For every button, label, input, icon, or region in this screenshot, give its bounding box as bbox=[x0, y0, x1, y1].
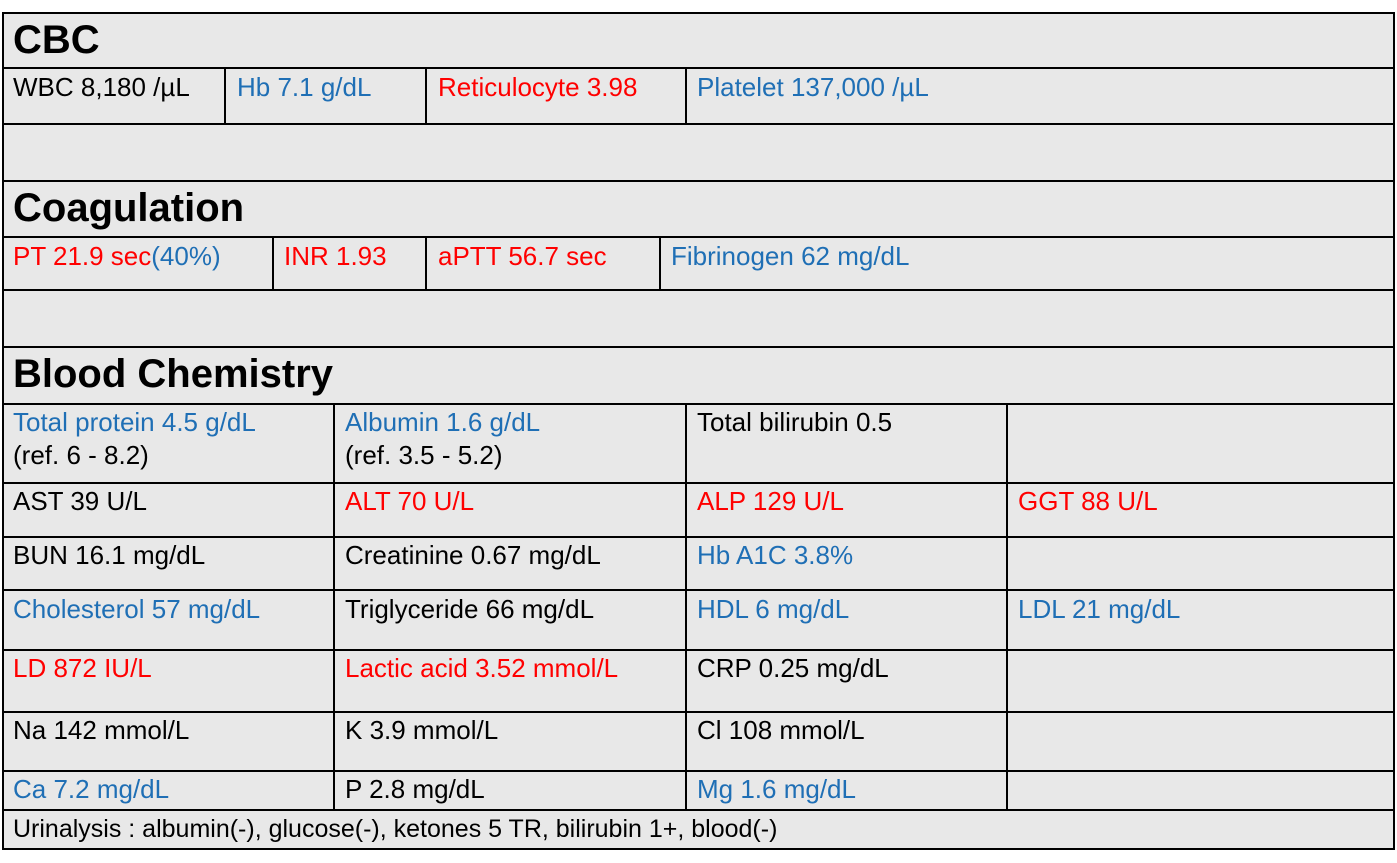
column-divider bbox=[272, 236, 274, 291]
triglyceride-value: Triglyceride 66 mg/dL bbox=[345, 594, 595, 624]
fibrinogen-value: Fibrinogen 62 mg/dL bbox=[671, 241, 910, 271]
total-protein-value: Total protein 4.5 g/dL bbox=[13, 407, 256, 437]
total-protein-ref: (ref. 6 - 8.2) bbox=[13, 440, 149, 470]
column-divider bbox=[659, 236, 661, 291]
bun-value: BUN 16.1 mg/dL bbox=[13, 540, 206, 570]
alp-value: ALP 129 U/L bbox=[697, 486, 844, 516]
column-divider bbox=[425, 236, 427, 291]
p-value: P 2.8 mg/dL bbox=[345, 774, 485, 804]
ldl-value: LDL 21 mg/dL bbox=[1018, 594, 1181, 624]
cholesterol-value: Cholesterol 57 mg/dL bbox=[13, 594, 261, 624]
albumin-cell: Albumin 1.6 g/dL (ref. 3.5 - 5.2) bbox=[345, 406, 540, 472]
albumin-value: Albumin 1.6 g/dL bbox=[345, 407, 541, 437]
row-divider bbox=[2, 589, 1395, 591]
na-value: Na 142 mmol/L bbox=[13, 715, 190, 745]
ast-value: AST 39 U/L bbox=[13, 486, 147, 516]
pt-percent: (40%) bbox=[151, 241, 221, 271]
row-divider bbox=[2, 67, 1395, 69]
platelet-value: Platelet 137,000 /µL bbox=[697, 72, 929, 102]
aptt-value: aPTT 56.7 sec bbox=[438, 241, 607, 271]
row-divider bbox=[2, 809, 1395, 811]
hb-value: Hb 7.1 g/dL bbox=[237, 72, 372, 102]
urinalysis-summary: Urinalysis : albumin(-), glucose(-), ket… bbox=[13, 815, 778, 843]
ggt-value: GGT 88 U/L bbox=[1018, 486, 1158, 516]
ca-value: Ca 7.2 mg/dL bbox=[13, 774, 170, 804]
alt-value: ALT 70 U/L bbox=[345, 486, 475, 516]
row-divider bbox=[2, 536, 1395, 538]
row-divider bbox=[2, 123, 1395, 125]
total-protein-cell: Total protein 4.5 g/dL (ref. 6 - 8.2) bbox=[13, 406, 256, 472]
table-frame bbox=[2, 12, 1395, 850]
row-divider bbox=[2, 649, 1395, 651]
column-divider bbox=[425, 67, 427, 125]
wbc-value: WBC 8,180 /µL bbox=[13, 72, 190, 102]
row-divider bbox=[2, 482, 1395, 484]
k-value: K 3.9 mmol/L bbox=[345, 715, 499, 745]
column-divider bbox=[224, 67, 226, 125]
albumin-ref: (ref. 3.5 - 5.2) bbox=[345, 440, 503, 470]
crp-value: CRP 0.25 mg/dL bbox=[697, 653, 889, 683]
row-divider bbox=[2, 711, 1395, 713]
row-divider bbox=[2, 770, 1395, 772]
creatinine-value: Creatinine 0.67 mg/dL bbox=[345, 540, 601, 570]
row-divider bbox=[2, 180, 1395, 182]
reticulocyte-value: Reticulocyte 3.98 bbox=[438, 72, 638, 102]
pt-seconds: PT 21.9 sec bbox=[13, 241, 152, 271]
row-divider bbox=[2, 236, 1395, 238]
mg-value: Mg 1.6 mg/dL bbox=[697, 774, 856, 804]
column-divider bbox=[685, 403, 687, 811]
total-bilirubin-value: Total bilirubin 0.5 bbox=[697, 407, 893, 437]
hdl-value: HDL 6 mg/dL bbox=[697, 594, 850, 624]
ld-value: LD 872 IU/L bbox=[13, 653, 152, 683]
coagulation-heading: Coagulation bbox=[13, 186, 245, 230]
cl-value: Cl 108 mmol/L bbox=[697, 715, 865, 745]
chemistry-heading: Blood Chemistry bbox=[13, 352, 334, 396]
hba1c-value: Hb A1C 3.8% bbox=[697, 540, 854, 570]
cbc-heading: CBC bbox=[13, 18, 100, 62]
column-divider bbox=[1006, 403, 1008, 811]
column-divider bbox=[333, 403, 335, 811]
pt-value: PT 21.9 sec(40%) bbox=[13, 240, 221, 273]
row-divider bbox=[2, 346, 1395, 348]
row-divider bbox=[2, 289, 1395, 291]
column-divider bbox=[685, 67, 687, 125]
lactic-acid-value: Lactic acid 3.52 mmol/L bbox=[345, 653, 619, 683]
row-divider bbox=[2, 403, 1395, 405]
inr-value: INR 1.93 bbox=[284, 241, 387, 271]
